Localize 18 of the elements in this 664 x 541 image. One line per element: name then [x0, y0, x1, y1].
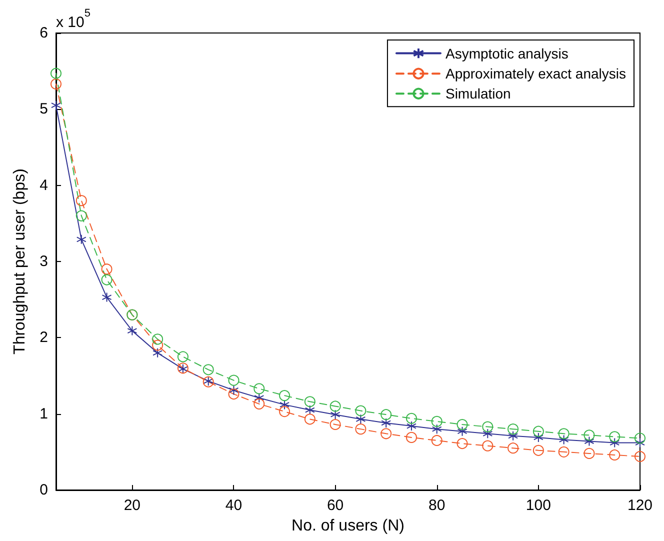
y-tick-label: 0: [40, 482, 48, 498]
x-tick-label: 20: [124, 497, 141, 514]
legend-label: Asymptotic analysis: [445, 45, 568, 62]
x-tick-label: 120: [627, 497, 653, 514]
y-tick-label: 4: [40, 176, 48, 194]
x-tick-label: 60: [326, 497, 344, 514]
y-tick-label: 6: [40, 24, 48, 42]
y-tick-label: 1: [40, 405, 48, 422]
y-axis-title: Throughput per user (bps): [12, 168, 28, 354]
y-tick-label: 3: [40, 253, 48, 270]
legend-label: Approximately exact analysis: [445, 66, 626, 82]
legend-label: Simulation: [445, 86, 511, 102]
x-axis-title: No. of users (N): [292, 517, 404, 534]
x-tick-label: 40: [225, 497, 242, 514]
y-tick-label: 2: [40, 329, 48, 346]
y-tick-label: 5: [40, 100, 48, 118]
x-tick-label: 80: [428, 497, 446, 514]
x-tick-label: 100: [526, 497, 551, 514]
